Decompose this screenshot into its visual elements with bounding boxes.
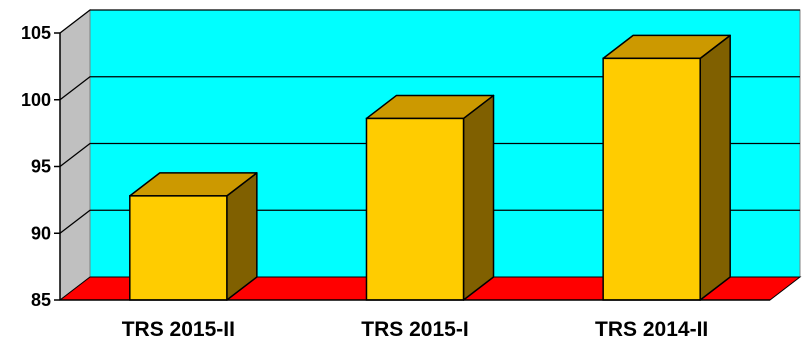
- y-tick-label: 90: [31, 223, 51, 243]
- gridline: [59, 209, 800, 234]
- gridline: [59, 142, 800, 168]
- bar-side: [462, 94, 495, 301]
- gridlines: [59, 9, 800, 234]
- x-axis-categories: TRS 2015-II TRS 2015-I TRS 2014-II: [122, 318, 709, 341]
- bar-side: [699, 34, 731, 301]
- category-label: TRS 2015-I: [361, 318, 468, 341]
- bar: [602, 34, 731, 301]
- bars: [129, 34, 731, 301]
- bar: [365, 94, 495, 301]
- y-tick-label: 100: [21, 90, 51, 110]
- gridline: [59, 76, 800, 101]
- bar-front: [129, 195, 228, 301]
- category-label: TRS 2015-II: [122, 318, 235, 341]
- gridline: [59, 9, 800, 34]
- y-tick-label: 85: [31, 290, 51, 310]
- y-tick-label: 105: [21, 23, 51, 43]
- bar-front: [602, 57, 701, 301]
- bar-front: [365, 117, 465, 301]
- category-label: TRS 2014-II: [595, 318, 708, 341]
- bar: [129, 172, 258, 301]
- y-axis-ticks: 85 90 95 100 105: [21, 23, 60, 310]
- y-tick-label: 95: [31, 157, 51, 177]
